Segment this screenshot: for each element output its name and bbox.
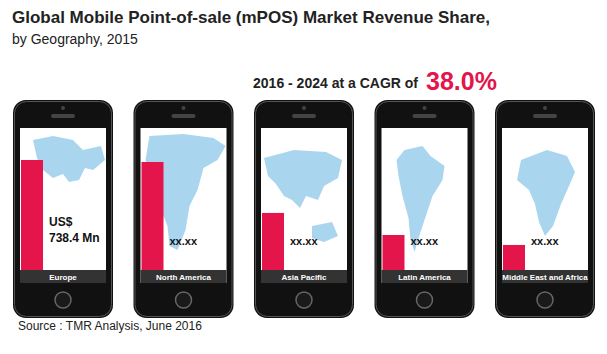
- bar: [262, 213, 284, 270]
- phone-camera: [302, 106, 306, 110]
- phone-rim: [135, 102, 232, 317]
- phone-button: [537, 292, 553, 308]
- phone-screen: [20, 128, 106, 283]
- phone-rim: [497, 102, 594, 317]
- phone-camera: [182, 106, 186, 110]
- phone-group: North America xx.xx: [134, 100, 234, 318]
- phone-screen: [382, 128, 468, 283]
- category-label: Middle East and Africa: [502, 273, 588, 282]
- category-label: North America: [156, 273, 211, 282]
- source: Source : TMR Analysis, June 2016: [18, 319, 202, 333]
- subtitle: by Geography, 2015: [12, 31, 138, 47]
- data-label: xx.xx: [170, 235, 198, 247]
- chart-svg: Global Mobile Point-of-sale (mPOS) Marke…: [0, 0, 607, 354]
- category-label: Latin America: [398, 273, 451, 282]
- phone-body: [254, 100, 354, 318]
- data-label: xx.xx: [531, 235, 559, 247]
- category-strip: [141, 270, 227, 283]
- chart-root: Global Mobile Point-of-sale (mPOS) Marke…: [0, 0, 607, 354]
- phone-body: [13, 100, 113, 318]
- phone-group: Middle East and Africa xx.xx: [495, 100, 595, 318]
- phone-speaker: [292, 114, 316, 118]
- annotation: 2016 - 2024 at a CAGR of: [253, 75, 418, 91]
- phone-rim: [376, 102, 473, 317]
- phone-button: [176, 292, 192, 308]
- category-strip: [261, 270, 347, 283]
- phone-screen: [141, 128, 227, 283]
- data-label: xx.xx: [290, 235, 318, 247]
- data-label-line: 738.4 Mn: [49, 231, 100, 245]
- region-map: [33, 136, 105, 182]
- phone-body: [375, 100, 475, 318]
- phone-group: Latin America xx.xx: [375, 100, 475, 318]
- phone-screen: [502, 128, 588, 283]
- phone-speaker: [533, 114, 557, 118]
- data-label-line: US$: [49, 215, 73, 229]
- bar: [383, 235, 405, 270]
- category-strip: [502, 270, 588, 283]
- category-label: Asia Pacific: [282, 273, 327, 282]
- phone-body: [134, 100, 234, 318]
- phone-body: [495, 100, 595, 318]
- phone-speaker: [51, 114, 75, 118]
- phone-speaker: [172, 114, 196, 118]
- bar: [21, 160, 43, 270]
- category-strip: [382, 270, 468, 283]
- title: Global Mobile Point-of-sale (mPOS) Marke…: [12, 8, 490, 27]
- phone-screen: [261, 128, 347, 283]
- phone-speaker: [413, 114, 437, 118]
- phone-camera: [61, 106, 65, 110]
- bar: [503, 245, 525, 270]
- phone-button: [55, 292, 71, 308]
- bar: [142, 162, 164, 270]
- annotation-highlight: 38.0%: [426, 67, 497, 95]
- phone-camera: [423, 106, 427, 110]
- phone-group: Asia Pacific xx.xx: [254, 100, 354, 318]
- phone-button: [417, 292, 433, 308]
- phone-group: Europe US$ 738.4 Mn: [13, 100, 113, 318]
- category-label: Europe: [49, 273, 77, 282]
- category-strip: [20, 270, 106, 283]
- phone-rim: [15, 102, 112, 317]
- phone-button: [296, 292, 312, 308]
- phone-rim: [256, 102, 353, 317]
- region-map: [517, 150, 575, 236]
- data-label: US$ 738.4 Mn: [49, 215, 100, 245]
- data-label: xx.xx: [411, 235, 439, 247]
- phone-camera: [543, 106, 547, 110]
